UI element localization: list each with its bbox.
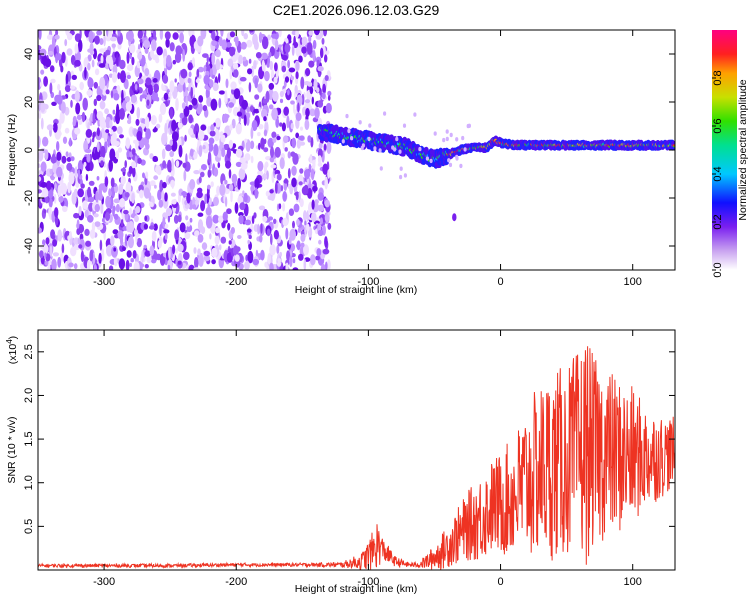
- spectrogram-x-axis: -300 -200 -100 0 100: [93, 30, 642, 288]
- snr-y-scale-exponent: 4: [5, 339, 14, 344]
- spectrogram-x-tick-label: -200: [225, 276, 247, 288]
- spectrogram-y-tick-label: -40: [23, 238, 35, 254]
- snr-series-line: [38, 346, 675, 570]
- spectrogram-y-tick-label: 40: [23, 48, 35, 60]
- spectrogram-x-tick-label: 100: [624, 276, 642, 288]
- figure-title: C2E1.2026.096.12.03.G29: [273, 2, 440, 18]
- colorbar-tick-label: 0.6: [712, 118, 724, 133]
- spectrogram-y-tick-label: 0: [23, 147, 35, 153]
- snr-y-tick-label: 1.5: [23, 431, 35, 446]
- spectrogram-x-tick-label: 0: [497, 276, 503, 288]
- spectrogram-y-axis-label: Frequency (Hz): [6, 114, 18, 186]
- spectrogram-x-tick-label: -100: [357, 276, 379, 288]
- noise-region: [38, 30, 332, 270]
- snr-y-tick-label: 2.5: [23, 344, 35, 359]
- spectrogram-y-axis: -40 -20 0 20 40: [23, 48, 675, 254]
- snr-y-tick-label: 2.0: [23, 388, 35, 403]
- spectrogram-x-axis-label: Height of straight line (km): [295, 284, 418, 296]
- snr-x-tick-label: 0: [497, 576, 503, 588]
- snr-y-tick-label: 1.0: [23, 475, 35, 490]
- snr-y-axis: 0.5 1.0 1.5 2.0 2.5: [23, 344, 675, 534]
- snr-y-scale-label: (x104): [5, 336, 19, 364]
- colorbar-ticks: 0.0 0.2 0.4 0.6 0.8: [712, 70, 724, 278]
- snr-frame: [37, 329, 676, 571]
- snr-y-axis-label: SNR (10 * v/v): [6, 416, 18, 483]
- snr-x-axis-label: Height of straight line (km): [295, 583, 418, 595]
- snr-y-tick-label: 0.5: [23, 519, 35, 534]
- snr-x-axis: -300 -200 -100 0 100: [93, 330, 642, 588]
- colorbar-gradient: [712, 30, 737, 270]
- snr-x-tick-label: -100: [357, 576, 379, 588]
- spectrogram-x-tick-label: -300: [93, 276, 115, 288]
- snr-x-tick-label: -300: [93, 576, 115, 588]
- signal-track: [317, 111, 675, 222]
- colorbar-tick-label: 0.8: [712, 70, 724, 85]
- spectrogram-y-tick-label: -20: [23, 190, 35, 206]
- snr-y-scale-text: (x10: [7, 344, 19, 365]
- snr-x-tick-label: -200: [225, 576, 247, 588]
- colorbar-tick-label: 0.0: [712, 262, 724, 277]
- colorbar: 0.0 0.2 0.4 0.6 0.8 Normalized spectral ampl…: [712, 30, 749, 278]
- spectrogram-y-tick-label: 20: [23, 96, 35, 108]
- colorbar-tick-label: 0.2: [712, 214, 724, 229]
- colorbar-label: Normalized spectral amplitude: [737, 79, 749, 220]
- colorbar-tick-label: 0.4: [712, 166, 724, 181]
- snr-panel: -300 -200 -100 0 100 0.5 1.0 1.5 2.0 2.5 Height …: [5, 329, 676, 595]
- snr-x-tick-label: 100: [624, 576, 642, 588]
